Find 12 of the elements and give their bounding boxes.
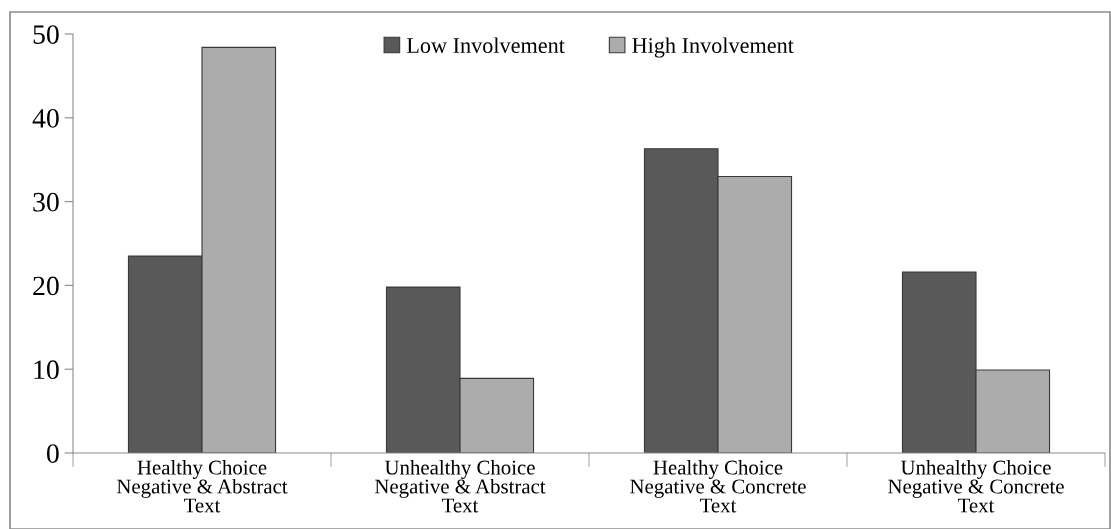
x-tick-label: Unhealthy Choice Negative & Abstract Text bbox=[374, 459, 546, 513]
y-tick-label: 20 bbox=[33, 276, 59, 296]
y-tick-label: 30 bbox=[33, 192, 59, 212]
y-tick-label: 50 bbox=[33, 25, 59, 44]
x-tick-label: Unhealthy Choice Negative & Concrete Text bbox=[888, 459, 1064, 513]
legend-label: High Involvement bbox=[632, 37, 794, 58]
x-tick-label: Healthy Choice Negative & Abstract Text bbox=[116, 459, 288, 513]
y-tick-label: 10 bbox=[34, 360, 59, 380]
x-tick-label: Healthy Choice Negative & Concrete Text bbox=[630, 459, 806, 513]
y-tick-label: 0 bbox=[46, 444, 59, 463]
legend-label: Low Involvement bbox=[406, 37, 565, 54]
y-tick-label: 40 bbox=[32, 108, 59, 128]
